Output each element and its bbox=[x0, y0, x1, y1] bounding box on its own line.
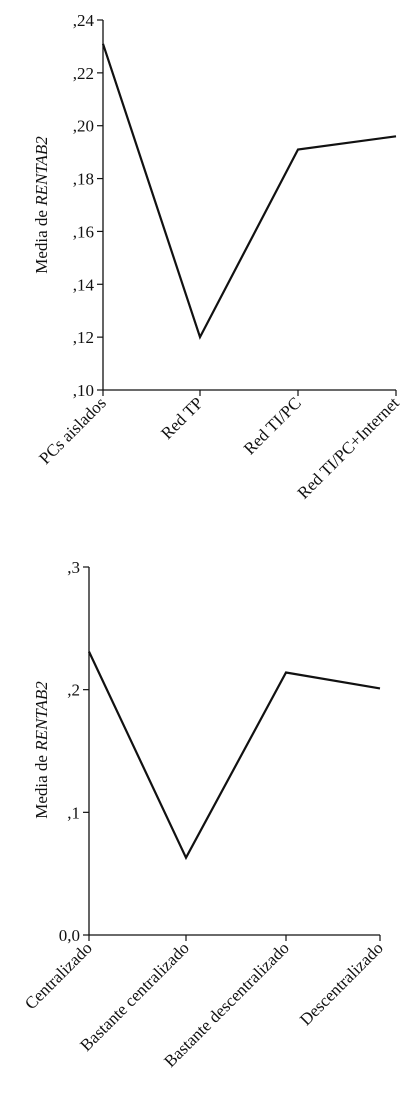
y-axis-title: Media de RENTAB2 bbox=[32, 681, 51, 819]
series-line bbox=[88, 651, 381, 861]
series-line bbox=[101, 43, 397, 340]
y-tick-label: ,14 bbox=[73, 275, 95, 294]
y-tick-label: ,18 bbox=[73, 170, 94, 189]
y-tick-label: ,12 bbox=[73, 328, 94, 347]
x-tick-label: Descentralizado bbox=[296, 938, 387, 1029]
y-tick-label: ,16 bbox=[73, 222, 94, 241]
x-tick-label: Red TI/PC bbox=[240, 393, 305, 458]
y-axis-title: Media de RENTAB2 bbox=[32, 136, 51, 274]
y-axis-title-plain: Media de bbox=[32, 206, 51, 274]
y-tick-label: ,24 bbox=[73, 11, 95, 30]
y-axis-title-italic: RENTAB2 bbox=[32, 136, 51, 207]
y-tick-label: ,20 bbox=[73, 117, 94, 136]
x-tick-label: Red TI/PC+Internet bbox=[294, 393, 403, 502]
y-axis-title-italic: RENTAB2 bbox=[32, 681, 51, 752]
x-tick-label: PCs aislados bbox=[35, 393, 110, 468]
y-tick-label: ,1 bbox=[67, 803, 80, 822]
y-tick-label: ,10 bbox=[73, 381, 94, 400]
y-tick-label: ,3 bbox=[67, 558, 80, 577]
x-tick-label: Red TP bbox=[157, 393, 207, 443]
y-tick-label: 0,0 bbox=[59, 926, 80, 945]
x-tick-label: Bastante centralizado bbox=[76, 938, 193, 1055]
y-tick-label: ,2 bbox=[67, 681, 80, 700]
y-tick-label: ,22 bbox=[73, 64, 94, 83]
y-axis-title-plain: Media de bbox=[32, 751, 51, 819]
x-tick-label: Centralizado bbox=[21, 938, 96, 1013]
chart-1: ,10 ,12 ,14 ,16 ,18 ,20 ,22 ,24 PCs aislados Red … bbox=[32, 11, 403, 503]
